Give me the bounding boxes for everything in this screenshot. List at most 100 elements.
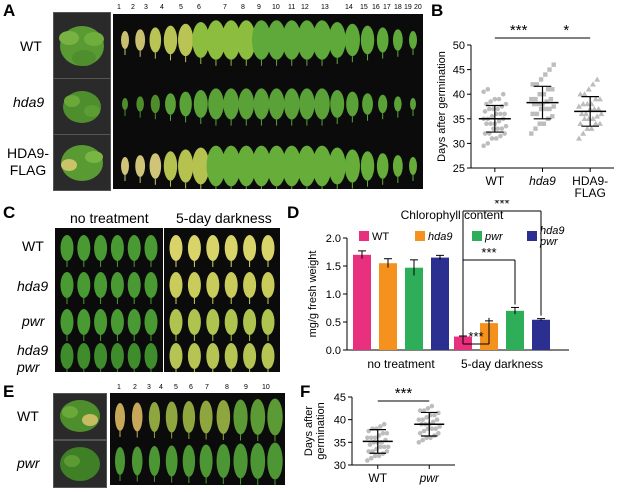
panel-a-plant-wt <box>53 12 111 79</box>
leaf-number: 2 <box>131 4 135 11</box>
leaf <box>187 272 201 298</box>
data-point <box>365 435 370 441</box>
leaf <box>243 343 257 369</box>
leaf <box>144 343 158 369</box>
data-point <box>588 101 595 107</box>
y-tick-label: 40 <box>453 89 465 101</box>
panel-c-col-darkness: 5-day darkness <box>176 210 272 226</box>
leaf-number: 1 <box>117 384 121 391</box>
y-tick-label: 0.5 <box>326 317 341 329</box>
leaf <box>376 27 389 53</box>
leaf <box>206 145 226 187</box>
leaf <box>127 343 141 369</box>
x-tick-label: pwr <box>419 471 440 485</box>
panel-c-photo-no-treatment <box>55 228 163 375</box>
data-point <box>502 111 507 117</box>
data-point <box>547 106 552 112</box>
leaf-number: 4 <box>159 384 163 391</box>
data-point <box>437 424 442 429</box>
data-point <box>484 121 489 127</box>
panel-a-leaf-numbers: 1 2 3 4 5 6 7 8 9 10 11 12 13 14 15 16 1… <box>113 4 423 14</box>
leaf-number: 7 <box>223 4 227 11</box>
panel-f-chart: 30 35 40 45 WT pwr *** Days aftergermination <box>303 385 455 485</box>
data-point <box>430 419 436 425</box>
panel-a-row-wt: WT <box>20 38 42 54</box>
panel-e-row-wt: WT <box>17 408 39 424</box>
leaf <box>299 88 315 120</box>
leaf <box>206 272 220 298</box>
significance-label: *** <box>494 200 509 211</box>
panel-c-col-no-treatment: no treatment <box>70 210 149 226</box>
bar <box>379 263 397 350</box>
leaf <box>187 309 201 335</box>
y-tick-label: 30 <box>334 460 346 472</box>
y-tick-label: 50 <box>453 40 465 52</box>
chart-title: Chlorophyll content <box>401 208 504 222</box>
panel-a-leaf-photo <box>113 14 423 193</box>
leaf-number: 16 <box>372 4 380 11</box>
leaf <box>94 272 108 298</box>
data-point <box>503 123 509 129</box>
leaf <box>252 20 271 60</box>
panel-e-plant-wt <box>53 393 107 440</box>
leaf <box>165 445 178 477</box>
y-tick-label: 0.0 <box>326 345 341 357</box>
significance-label: *** <box>468 329 483 344</box>
leaf-number: 4 <box>160 4 164 11</box>
leaf-number: 12 <box>301 4 309 11</box>
leaf <box>221 20 241 60</box>
leaf <box>193 90 208 118</box>
leaf <box>60 309 74 335</box>
legend-label: pwr <box>484 231 504 243</box>
data-point <box>376 453 382 459</box>
data-point <box>429 403 435 409</box>
leaf <box>135 155 146 177</box>
leaf <box>236 145 256 187</box>
panel-e-leaf-numbers: 1 2 3 4 5 6 7 8 9 10 <box>110 384 285 394</box>
data-point <box>591 105 598 112</box>
leaf-number: 5 <box>179 4 183 11</box>
data-point <box>372 453 378 459</box>
data-point <box>428 435 433 441</box>
data-point <box>551 104 556 109</box>
panel-d-chart: Chlorophyll content 0.0 0.5 1.0 1.5 2.0 mg/g f… <box>307 200 569 371</box>
data-point <box>543 106 548 112</box>
leaf <box>344 149 360 183</box>
leaf-number: 9 <box>257 4 261 11</box>
data-point <box>589 115 596 121</box>
data-point <box>499 104 505 109</box>
x-tick-label: hda9 <box>529 174 556 188</box>
panel-c-letter: C <box>3 203 16 222</box>
leaf <box>127 272 141 298</box>
leaf <box>282 145 302 187</box>
leaf <box>206 343 220 369</box>
leaf <box>165 93 176 115</box>
legend-swatch <box>415 231 425 241</box>
y-tick-label: 45 <box>334 392 346 404</box>
leaf <box>187 343 201 369</box>
bar <box>353 254 371 350</box>
data-point <box>530 111 535 117</box>
leaf <box>110 235 124 261</box>
y-tick-label: 35 <box>453 114 465 126</box>
y-tick-label: 25 <box>453 163 465 175</box>
leaf <box>121 31 129 49</box>
data-point <box>436 430 441 436</box>
leaf <box>282 20 302 60</box>
data-point <box>372 435 378 441</box>
significance-label: *** <box>395 385 413 402</box>
data-point <box>482 109 488 114</box>
x-tick-label: WT <box>368 471 387 485</box>
data-point <box>498 133 503 139</box>
leaf <box>224 309 238 335</box>
leaf-number: 8 <box>241 4 245 11</box>
legend-label: WT <box>372 231 389 243</box>
data-point <box>384 430 390 436</box>
leaf <box>150 94 160 114</box>
leaf <box>165 401 178 433</box>
data-point <box>537 121 542 126</box>
data-point <box>592 96 599 102</box>
leaf <box>267 442 283 480</box>
leaf <box>77 343 91 369</box>
